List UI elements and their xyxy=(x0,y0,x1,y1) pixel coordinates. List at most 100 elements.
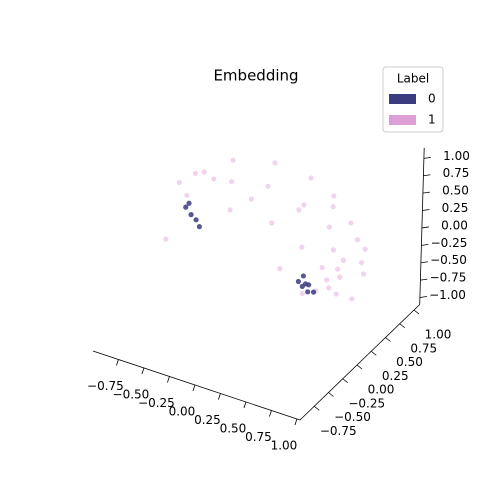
point xyxy=(192,170,199,176)
point xyxy=(265,183,271,189)
legend-swatch xyxy=(389,115,416,125)
y-tick-label: 0.50 xyxy=(396,355,423,369)
z-tick xyxy=(423,156,431,159)
x-tick xyxy=(269,410,272,417)
x-tick-label: −0.25 xyxy=(138,396,175,410)
point xyxy=(183,204,189,210)
y-tick-label: 1.00 xyxy=(425,328,452,342)
point xyxy=(333,291,339,297)
z-tick-label: 0.25 xyxy=(442,201,469,215)
y-tick xyxy=(314,405,320,411)
point xyxy=(340,257,347,263)
y-tick-label: −0.75 xyxy=(320,424,357,438)
point xyxy=(295,278,301,285)
point xyxy=(188,212,194,218)
point xyxy=(272,160,278,166)
point xyxy=(301,202,307,208)
y-tick-label: −0.25 xyxy=(348,396,385,410)
z-tick xyxy=(421,226,429,229)
point xyxy=(163,236,169,242)
x-tick-label: 0.75 xyxy=(245,430,272,444)
legend-label: 0 xyxy=(428,92,436,106)
z-tick-label: −0.75 xyxy=(430,271,467,285)
point xyxy=(186,200,192,206)
x-tick xyxy=(141,367,145,375)
x-tick xyxy=(294,418,298,426)
z-tick-label: 1.00 xyxy=(443,149,470,163)
x-tick xyxy=(243,401,247,409)
point xyxy=(349,296,355,302)
chart-title: Embedding xyxy=(213,67,298,85)
point xyxy=(331,193,337,199)
legend-label: 1 xyxy=(428,113,436,127)
point xyxy=(310,289,317,295)
point xyxy=(300,273,306,279)
x-tick-label: 0.50 xyxy=(220,421,247,435)
z-tick xyxy=(419,296,427,298)
z-tick-label: −0.50 xyxy=(430,253,467,267)
point xyxy=(299,244,305,250)
point xyxy=(299,290,306,297)
y-tick-label: 0.00 xyxy=(368,383,395,397)
point xyxy=(358,259,365,266)
point xyxy=(330,247,337,253)
z-tick-label: 0.00 xyxy=(441,218,468,232)
point xyxy=(176,179,182,186)
point xyxy=(211,176,217,182)
z-tick-label: −0.25 xyxy=(431,236,468,250)
point xyxy=(248,196,254,202)
point xyxy=(230,157,236,163)
x-tick-label: 0.25 xyxy=(194,413,221,427)
point xyxy=(306,282,312,288)
y-tick xyxy=(413,309,420,315)
x-tick-label: −0.75 xyxy=(87,379,124,393)
point xyxy=(326,285,332,291)
point xyxy=(227,207,233,213)
x-tick xyxy=(116,359,119,366)
y-tick-label: −0.50 xyxy=(334,410,371,424)
y-tick xyxy=(371,350,377,356)
point xyxy=(361,271,367,277)
x-tick xyxy=(218,393,221,400)
point xyxy=(196,224,202,230)
point xyxy=(277,266,283,272)
x-axis xyxy=(92,350,301,421)
y-tick xyxy=(399,323,405,329)
y-tick xyxy=(328,392,334,397)
point xyxy=(319,265,325,271)
x-tick-label: 0.00 xyxy=(169,404,196,418)
point xyxy=(184,192,190,198)
x-tick-label: 1.00 xyxy=(271,438,298,452)
point xyxy=(296,207,302,213)
z-axis xyxy=(419,147,425,305)
point xyxy=(337,274,343,280)
legend-title: Label xyxy=(397,72,429,86)
point xyxy=(269,220,275,226)
point xyxy=(299,283,305,289)
z-tick xyxy=(423,174,431,177)
z-tick xyxy=(421,243,429,246)
point xyxy=(229,178,235,185)
point xyxy=(308,175,314,181)
z-tick-label: 0.75 xyxy=(443,166,470,180)
point xyxy=(305,289,311,295)
z-tick xyxy=(422,191,430,194)
z-tick xyxy=(420,278,428,281)
y-tick xyxy=(385,337,391,342)
point xyxy=(362,246,368,252)
z-tick xyxy=(422,209,430,211)
y-tick xyxy=(342,378,348,384)
point xyxy=(335,266,341,272)
x-tick xyxy=(192,384,196,392)
point xyxy=(348,220,354,226)
y-tick-label: 0.75 xyxy=(410,341,437,355)
z-tick-label: 0.50 xyxy=(442,184,469,198)
z-tick-label: −1.00 xyxy=(429,288,466,302)
y-tick-label: 0.25 xyxy=(382,369,409,383)
point xyxy=(330,204,336,210)
z-tick xyxy=(420,261,428,264)
y-tick xyxy=(356,364,363,370)
point xyxy=(193,217,199,223)
x-tick-label: −0.50 xyxy=(113,387,150,401)
